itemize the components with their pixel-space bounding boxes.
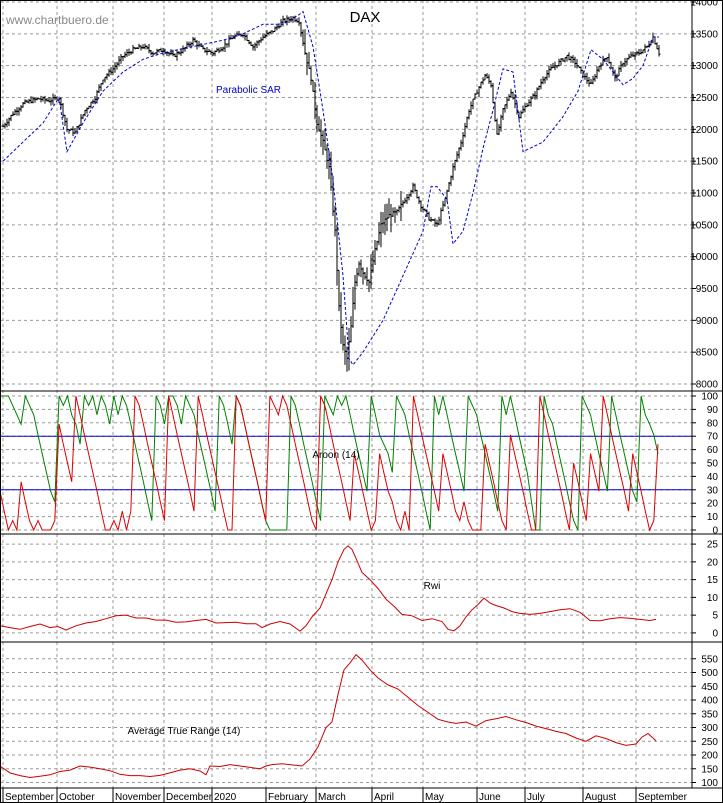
price-tick-label: 8000 [696,380,719,391]
x-tick-label: July [527,792,545,803]
x-tick-label: October [59,792,95,803]
price-tick-label: 9000 [696,316,719,327]
price-tick-label: 10500 [690,220,718,231]
x-tick-label: December [166,792,213,803]
atr-line [0,653,657,779]
aroon-up-line [0,394,659,531]
aroon-down-line [0,394,659,532]
x-tick-label: March [318,792,346,803]
aroon-tick-label: 10 [707,512,719,523]
atr-tick-label: 550 [701,654,718,665]
x-tick-label: February [268,792,308,803]
x-tick-label: September [638,792,688,803]
x-tick-label: August [585,792,616,803]
chart-title: DAX [350,9,381,26]
rwi-label: Rwi [424,581,441,592]
price-tick-label: 8500 [696,348,719,359]
rwi-tick-label: 25 [707,540,719,551]
rwi-tick-label: 10 [707,593,719,604]
watermark: www.chartbuero.de [5,13,109,27]
aroon-tick-label: 90 [707,405,719,416]
atr-tick-label: 300 [701,723,718,734]
rwi-tick-label: 20 [707,557,719,568]
rwi-line [0,545,657,632]
x-tick-label: 2020 [214,792,237,803]
aroon-label: Aroon (14) [312,450,359,461]
x-tick-label: November [115,792,162,803]
aroon-tick-label: 100 [701,392,718,403]
price-panel: Parabolic SAR [1,10,661,372]
atr-tick-label: 200 [701,751,718,762]
rwi-tick-label: 5 [712,611,718,622]
aroon-panel: Aroon (14) [0,394,692,532]
atr-label: Average True Range (14) [128,726,241,737]
aroon-tick-label: 0 [712,526,718,537]
parabolic-sar-line [2,10,659,366]
x-tick-label: September [5,792,55,803]
aroon-tick-label: 40 [707,472,719,483]
price-tick-label: 13000 [690,61,718,72]
atr-tick-label: 350 [701,709,718,720]
atr-tick-label: 150 [701,764,718,775]
grid [0,0,692,788]
aroon-tick-label: 20 [707,499,719,510]
price-tick-label: 11500 [691,157,719,168]
aroon-tick-label: 50 [707,459,719,470]
price-tick-label: 10000 [690,252,718,263]
rwi-panel: Rwi [0,545,657,632]
price-tick-label: 14000 [690,0,718,9]
atr-tick-label: 250 [701,737,718,748]
x-tick-label: June [479,792,501,803]
price-tick-label: 12000 [690,125,718,136]
parabolic-sar-label: Parabolic SAR [216,85,281,96]
price-tick-label: 11000 [691,189,719,200]
rwi-tick-label: 0 [712,628,718,639]
atr-tick-label: 500 [701,668,718,679]
aroon-tick-label: 60 [707,445,719,456]
aroon-tick-label: 30 [707,485,719,496]
aroon-tick-label: 80 [707,418,719,429]
x-tick-label: May [425,792,444,803]
atr-panel: Average True Range (14) [0,653,657,779]
atr-tick-label: 450 [701,682,718,693]
x-tick-label: April [374,792,394,803]
price-tick-label: 9500 [696,284,719,295]
atr-tick-label: 400 [701,696,718,707]
rwi-tick-label: 15 [707,575,719,586]
atr-tick-label: 100 [701,778,718,789]
price-tick-label: 13500 [690,29,718,40]
price-tick-label: 12500 [690,93,718,104]
aroon-tick-label: 70 [707,432,719,443]
